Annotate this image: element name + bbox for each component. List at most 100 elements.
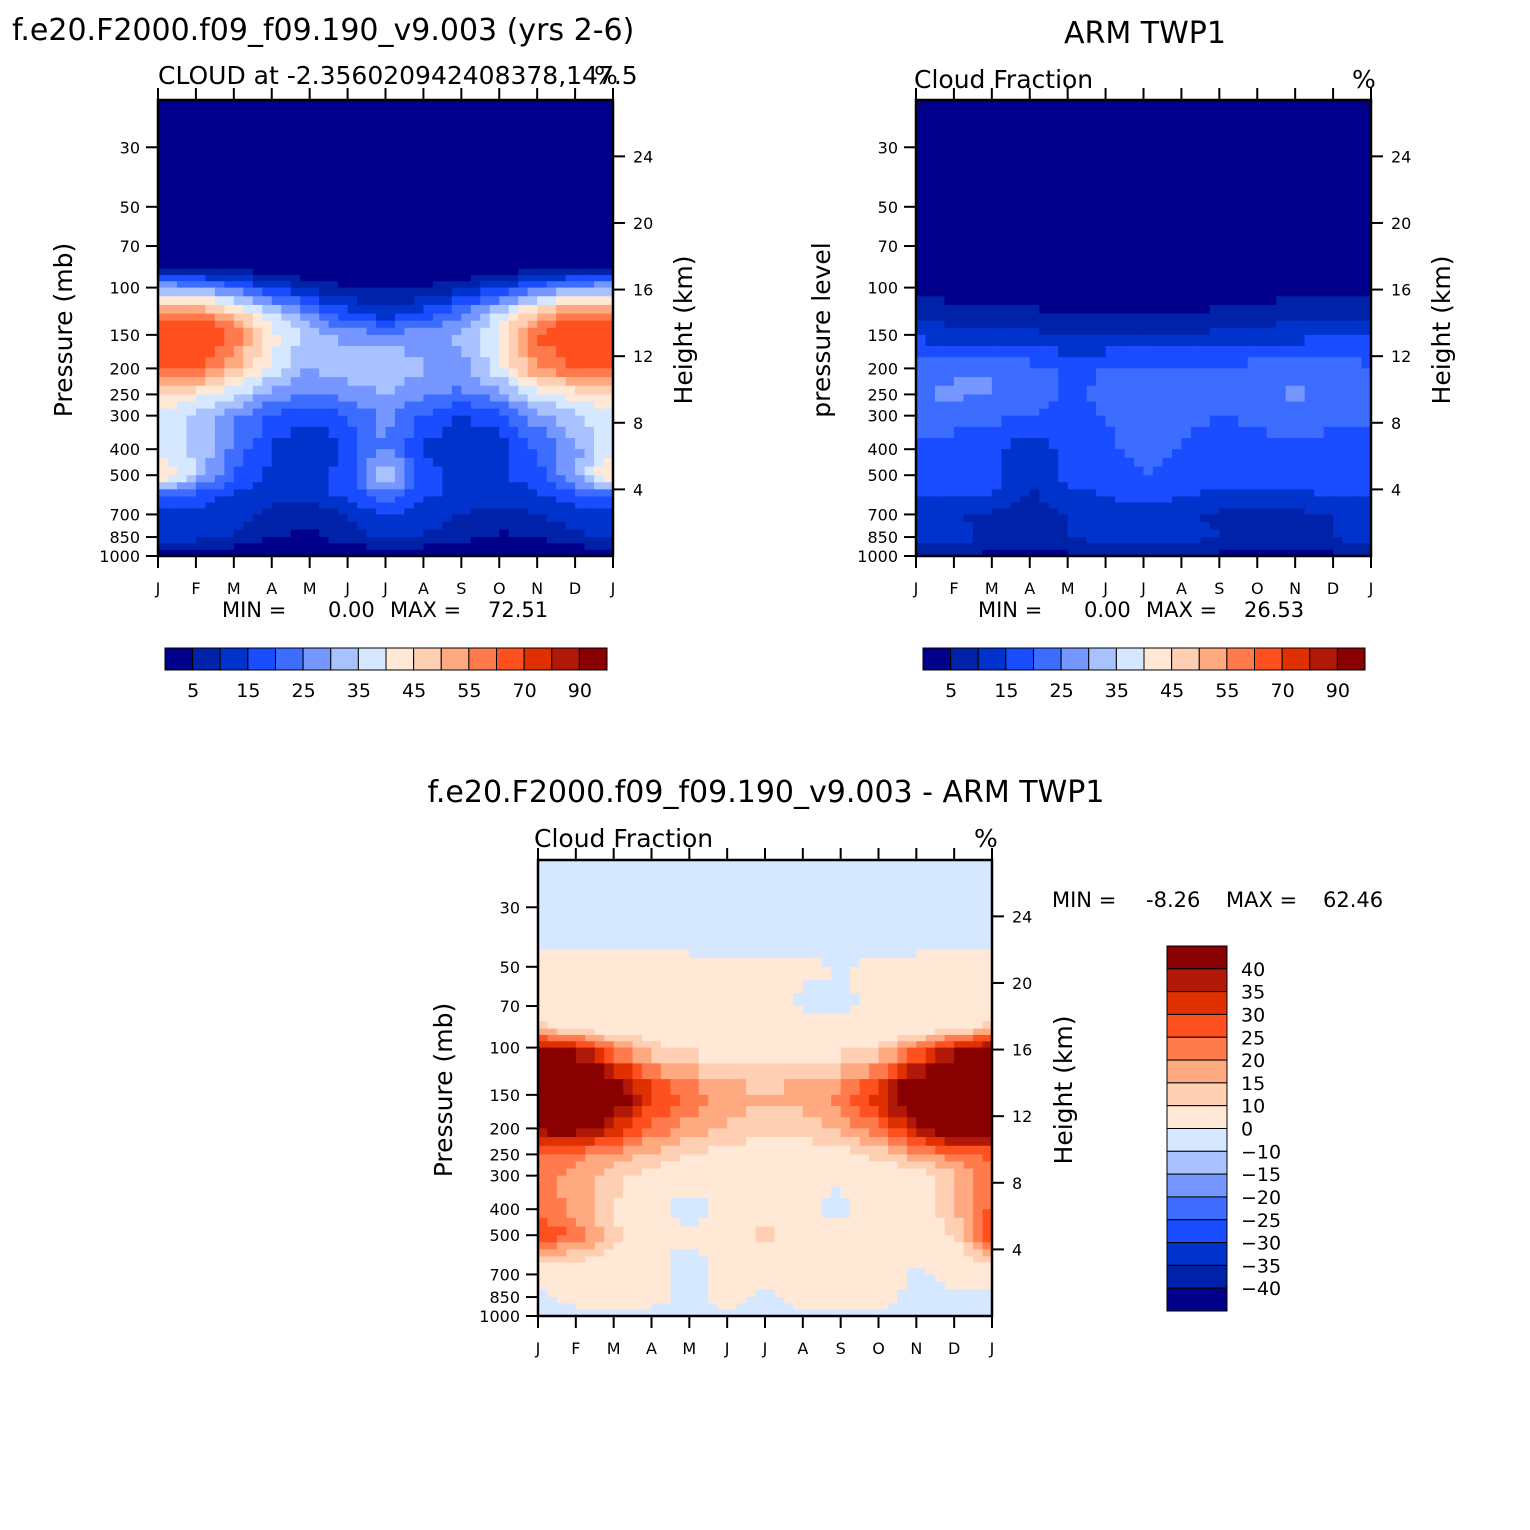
field-cell <box>575 131 586 148</box>
field-cell <box>575 206 586 221</box>
field-cell <box>1285 147 1296 168</box>
field-cell <box>1352 273 1363 289</box>
pressure-tick-label: 1000 <box>857 547 898 566</box>
field-cell <box>1162 246 1173 261</box>
field-cell <box>584 346 595 358</box>
field-cell <box>338 449 349 459</box>
field-cell <box>565 304 576 315</box>
field-cell <box>233 268 244 276</box>
field-cell <box>176 268 188 276</box>
field-cell <box>1029 232 1040 247</box>
month-tick-label: M <box>227 579 241 598</box>
field-cell <box>1219 273 1230 289</box>
field-cell <box>385 466 396 476</box>
field-cell <box>1219 232 1230 247</box>
field-cell <box>594 502 605 510</box>
field-cell <box>167 415 178 428</box>
field-cell <box>214 268 225 276</box>
field-cell <box>963 394 974 403</box>
field-cell <box>594 466 605 476</box>
field-cell <box>309 438 320 450</box>
field-cell <box>556 167 567 188</box>
field-cell <box>1077 287 1088 297</box>
field-cell <box>366 508 377 516</box>
field-cell <box>982 918 993 931</box>
field-cell <box>290 274 301 282</box>
field-cell <box>404 147 415 168</box>
field-cell <box>1276 219 1287 234</box>
field-cell <box>793 918 804 931</box>
field-cell <box>934 408 946 417</box>
field-cell <box>214 131 225 148</box>
field-cell <box>1077 415 1088 428</box>
field-cell <box>944 438 955 450</box>
field-cell <box>991 219 1002 234</box>
field-cell <box>565 281 576 289</box>
field-cell <box>1276 273 1287 289</box>
field-cell <box>944 529 955 538</box>
field-cell <box>783 918 794 931</box>
field-cell <box>1115 408 1126 417</box>
field-cell <box>963 346 974 358</box>
field-cell <box>1200 508 1211 516</box>
field-cell <box>461 274 472 282</box>
field-cell <box>972 466 983 476</box>
field-cell <box>508 529 519 538</box>
field-cell <box>1001 466 1012 476</box>
field-cell <box>1152 537 1164 544</box>
field-cell <box>309 394 320 403</box>
field-cell <box>1228 466 1239 476</box>
field-cell <box>1181 232 1192 247</box>
field-cell <box>158 521 169 531</box>
field-cell <box>1143 521 1154 531</box>
field-cell <box>309 327 320 336</box>
field-cell <box>385 377 396 387</box>
field-cell <box>651 918 662 931</box>
field-cell <box>385 334 396 347</box>
field-cell <box>1276 167 1287 188</box>
field-cell <box>982 320 993 329</box>
field-cell <box>451 449 462 459</box>
field-cell <box>385 246 396 255</box>
field-cell <box>1162 287 1173 297</box>
field-cell <box>186 543 197 551</box>
field-cell <box>300 549 311 557</box>
field-cell <box>347 268 358 276</box>
field-cell <box>1295 259 1306 275</box>
field-cell <box>755 907 766 920</box>
field-cell <box>1276 287 1287 297</box>
field-cell <box>1077 327 1088 336</box>
field-cell <box>518 131 529 148</box>
field-cell <box>1010 287 1021 297</box>
field-cell <box>300 274 311 282</box>
field-cell <box>953 357 964 369</box>
field-cell <box>366 274 377 282</box>
field-cell <box>1361 100 1372 117</box>
field-cell <box>252 313 263 322</box>
field-cell <box>413 529 425 538</box>
field-cell <box>451 320 462 329</box>
field-cell <box>224 529 235 538</box>
field-cell <box>451 385 462 396</box>
field-cell <box>1285 502 1296 510</box>
field-cell <box>413 357 425 369</box>
field-cell <box>1067 346 1078 358</box>
field-cell <box>527 475 538 483</box>
field-cell <box>603 274 614 282</box>
field-cell <box>623 875 634 893</box>
field-cell <box>432 426 443 439</box>
field-cell <box>603 296 614 306</box>
field-cell <box>982 115 993 133</box>
field-cell <box>934 186 946 208</box>
field-cell <box>195 549 206 557</box>
field-cell <box>470 219 481 234</box>
field-cell <box>1001 543 1012 551</box>
field-cell <box>290 115 301 133</box>
field-cell <box>603 521 614 531</box>
field-cell <box>556 253 567 262</box>
field-cell <box>413 502 425 510</box>
field-cell <box>423 334 434 347</box>
field-cell <box>1124 457 1135 468</box>
field-cell <box>1352 438 1363 450</box>
field-cell <box>1152 346 1164 358</box>
